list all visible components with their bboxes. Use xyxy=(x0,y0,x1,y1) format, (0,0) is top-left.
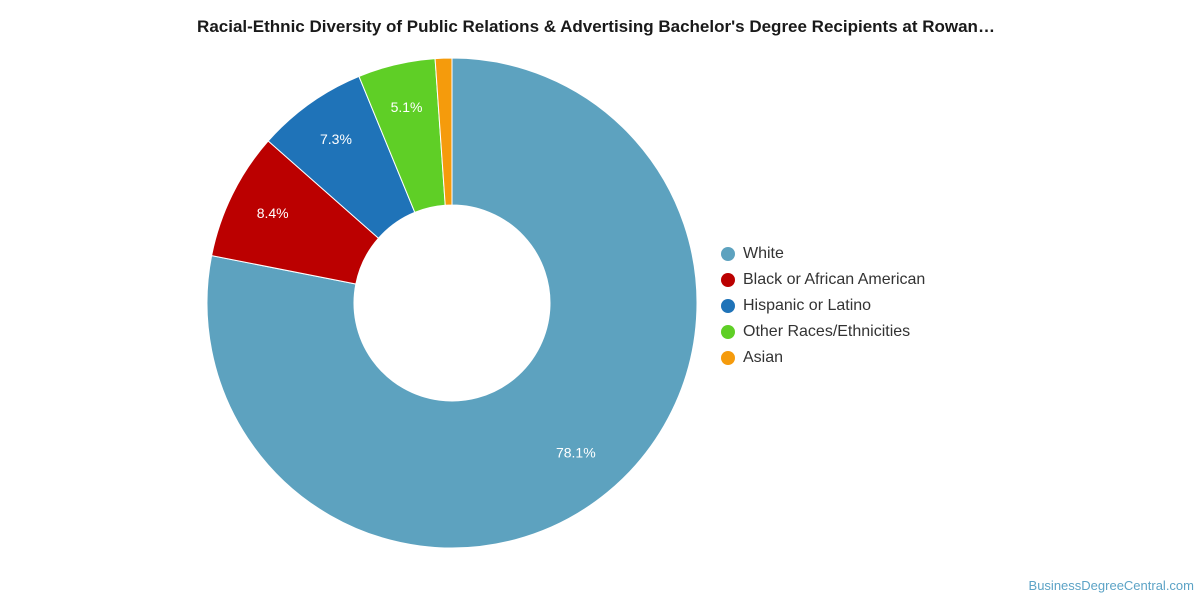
slice-value-label-other-races-ethnicities: 5.1% xyxy=(391,99,423,115)
slice-asian[interactable] xyxy=(434,57,453,206)
legend-swatch xyxy=(721,299,735,313)
legend-label: Black or African American xyxy=(743,271,926,288)
legend-label: White xyxy=(743,245,784,262)
legend-label: Other Races/Ethnicities xyxy=(743,323,911,340)
chart-legend: White Black or African American Hispanic o… xyxy=(721,241,925,371)
source-credit[interactable]: BusinessDegreeCentral.com xyxy=(1028,578,1194,593)
legend-swatch xyxy=(721,273,735,287)
legend-item-asian[interactable]: Asian xyxy=(721,345,925,371)
legend-label: Asian xyxy=(743,349,784,366)
legend-item-hispanic-or-latino[interactable]: Hispanic or Latino xyxy=(721,293,925,319)
chart-title: Racial-Ethnic Diversity of Public Relati… xyxy=(197,17,995,36)
slice-value-label-hispanic-or-latino: 7.3% xyxy=(320,131,352,147)
slice-value-label-white: 78.1% xyxy=(556,444,596,460)
legend-label: Hispanic or Latino xyxy=(743,297,872,314)
slice-white[interactable] xyxy=(206,57,698,549)
legend-swatch xyxy=(721,351,735,365)
legend-swatch xyxy=(721,247,735,261)
legend-item-black-or-african-american[interactable]: Black or African American xyxy=(721,267,925,293)
slice-value-label-black-or-african-american: 8.4% xyxy=(257,205,289,221)
legend-swatch xyxy=(721,325,735,339)
legend-item-other-races-ethnicities[interactable]: Other Races/Ethnicities xyxy=(721,319,925,345)
legend-item-white[interactable]: White xyxy=(721,241,925,267)
